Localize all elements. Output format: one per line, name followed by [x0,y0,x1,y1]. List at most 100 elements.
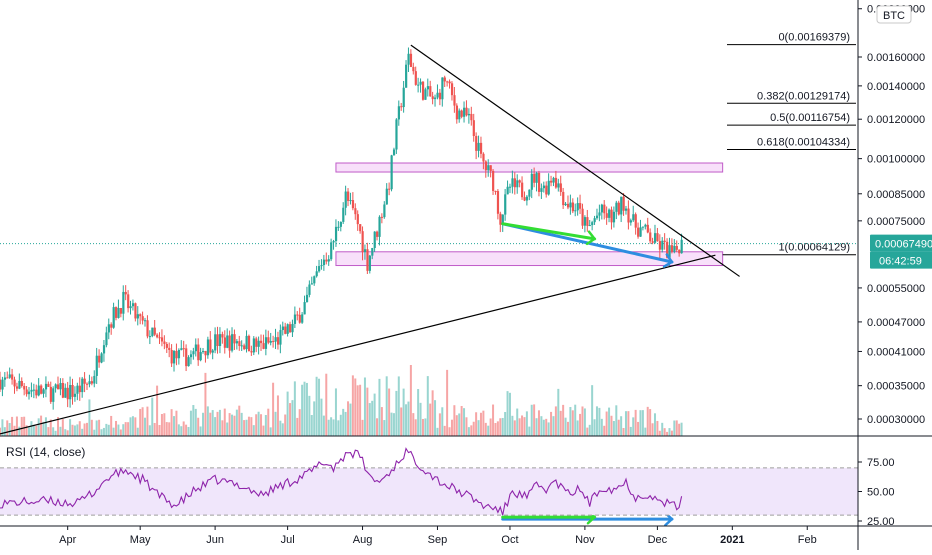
volume-bar [472,421,475,436]
candle-body [559,183,562,192]
candle-body [279,330,282,345]
candle-body [202,350,205,353]
volume-bar [666,431,669,436]
candle-body [117,308,120,318]
candle-body [291,323,294,333]
volume-bar [115,420,118,436]
price-arrow-green [501,222,597,246]
candle-body [545,185,548,195]
candle-body [303,302,306,315]
candle-body [554,177,558,188]
candle-body [71,385,74,397]
candle-body [518,180,521,183]
volume-bar [40,415,43,436]
x-tick-label: Nov [575,534,595,546]
volume-bar [651,423,654,436]
candle-body [158,337,161,339]
candle-body [3,377,7,380]
volume-bar [535,418,538,436]
volume-bar [417,389,420,436]
candle-body [465,107,468,116]
candle-body [436,92,439,98]
candle-body [15,386,19,389]
volume-bar [318,378,321,436]
volume-bar [49,419,52,436]
candle-body [644,224,647,227]
candle-body [450,83,454,96]
candle-body [356,214,359,225]
rsi-indicator-label[interactable]: RSI (14, close) [6,445,85,459]
candle-body [28,391,31,395]
candle-body [407,53,410,65]
volume-bar [170,409,173,436]
candle-body [284,326,287,334]
currency-badge[interactable] [876,5,912,24]
volume-bar [644,427,647,436]
volume-bar [598,407,601,436]
rsi-y-tick-label: 75.00 [867,457,895,469]
candle-body [146,320,149,337]
volume-bar [284,414,287,436]
volume-bar [460,406,463,436]
volume-bar [424,418,427,436]
candle-body [564,203,567,206]
candle-body [412,66,415,72]
candle-body [214,334,217,351]
volume-bars [0,365,683,436]
volume-bar [390,412,393,436]
fib-level-label: 1(0.00064129) [778,242,850,254]
volume-bar [363,377,366,436]
volume-bar [639,410,642,436]
volume-bar [107,424,110,436]
x-tick-label: Dec [648,534,668,546]
candle-body [59,382,62,390]
candle-body [637,227,640,237]
candle-body [347,191,350,201]
candle-body [376,231,379,237]
volume-bar [35,425,38,436]
volume-bar [136,427,139,436]
candle-body [76,385,79,394]
candle-body [530,173,533,190]
volume-bar [129,417,132,436]
volume-bar [127,422,130,436]
candle-body [675,245,678,250]
volume-bar [649,409,652,436]
candle-body [673,245,676,252]
candle-body [185,348,188,367]
candle-body [566,203,570,208]
candle-body [651,241,654,243]
volume-bar [622,428,625,436]
candle-body [20,380,23,386]
resistance-zone-box [335,162,724,173]
volume-bar [8,423,11,436]
volume-bar [610,415,613,436]
candle-body [187,357,190,367]
volume-bar [134,417,137,436]
volume-bar [656,420,659,436]
y-tick-label: 0.00085000 [867,189,925,201]
candle-body [627,208,630,223]
volume-bar [139,408,142,436]
candle-body [460,110,463,117]
volume-bar [569,407,572,436]
fib-level-label: 0.382(0.00129174) [757,90,850,102]
currency-label[interactable]: BTC [883,10,905,22]
volume-bar [588,424,591,436]
volume-bar [356,385,359,436]
candle-body [492,170,495,191]
candle-body [632,214,635,221]
volume-bar [595,406,598,436]
candle-body [586,217,589,226]
volume-bar [257,411,260,436]
volume-bar [586,427,589,436]
candle-body [663,240,666,242]
candle-body [83,378,86,384]
candle-body [661,240,664,250]
volume-bar [267,408,270,436]
volume-bar [100,429,103,436]
volume-bar [385,376,388,436]
volume-bar [641,410,644,436]
